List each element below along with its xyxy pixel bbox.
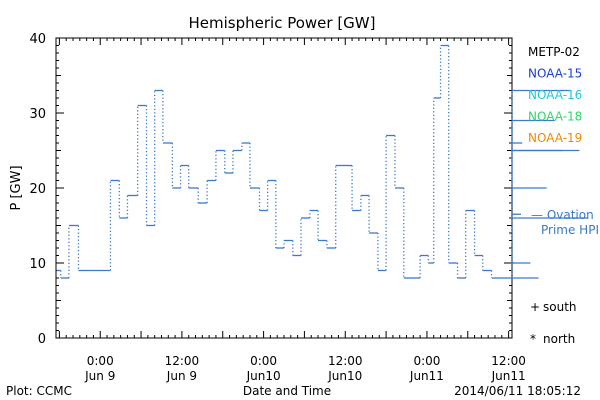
x-tick-time-label: 0:00 <box>87 354 114 368</box>
marker-legend-south-label: south <box>543 300 577 314</box>
x-tick-time-label: 12:00 <box>165 354 200 368</box>
legend-entry: NOAA-18 <box>528 110 582 124</box>
y-axis-label: P [GW] <box>9 165 24 210</box>
x-axis-label: Date and Time <box>243 384 331 398</box>
ovation-label-line1: — Ovation <box>531 208 594 222</box>
plot-frame <box>55 37 513 339</box>
y-tick-label: 0 <box>38 332 46 347</box>
marker-legend-south-symbol: + <box>530 300 540 314</box>
y-tick-label: 10 <box>29 257 46 272</box>
legend-entry: NOAA-15 <box>528 67 582 81</box>
x-tick-time-label: 12:00 <box>328 354 363 368</box>
x-tick-date-label: Jun11 <box>409 369 444 383</box>
chart-title: Hemispheric Power [GW] <box>189 14 376 32</box>
legend-entry: METP-02 <box>528 45 580 59</box>
marker-legend-north-symbol: * <box>530 332 536 346</box>
x-tick-date-label: Jun10 <box>327 369 362 383</box>
x-tick-date-label: Jun11 <box>491 369 526 383</box>
legend-entry: NOAA-19 <box>528 131 582 145</box>
y-axis: 0 10 20 30 40 <box>29 32 512 347</box>
x-tick-date-label: Jun 9 <box>84 369 115 383</box>
y-tick-label: 40 <box>29 32 46 47</box>
marker-legend-north-label: north <box>543 332 575 346</box>
legend: METP-02 NOAA-15 NOAA-16 NOAA-18 NOAA-19 <box>528 45 582 145</box>
footer-timestamp: 2014/06/11 18:05:12 <box>454 384 581 398</box>
x-tick-date-label: Jun10 <box>246 369 281 383</box>
footer-plot-credit: Plot: CCMC <box>6 384 72 398</box>
ovation-label-line2: Prime HPI <box>541 223 599 237</box>
series-layer <box>56 44 588 279</box>
x-tick-time-label: 0:00 <box>250 354 277 368</box>
y-tick-label: 30 <box>29 107 46 122</box>
x-tick-date-label: Jun 9 <box>166 369 197 383</box>
y-tick-label: 20 <box>29 182 46 197</box>
legend-entry: NOAA-16 <box>528 88 582 102</box>
x-tick-time-label: 0:00 <box>413 354 440 368</box>
x-tick-time-label: 12:00 <box>491 354 526 368</box>
